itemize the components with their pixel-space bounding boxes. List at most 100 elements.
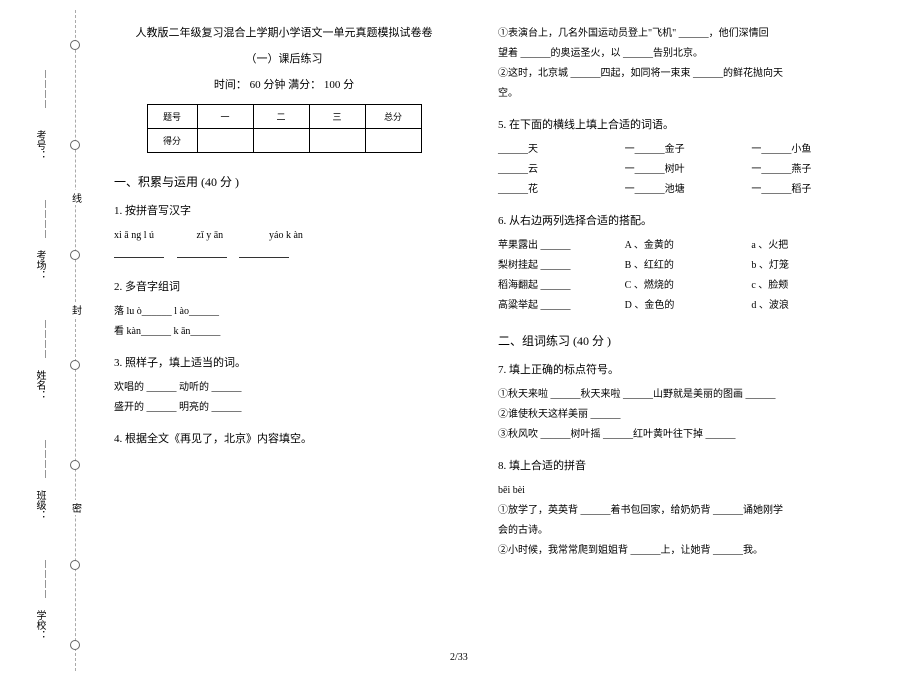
q8-line: ①放学了，英英背 ______着书包回家，给奶奶背 ______诵她刚学	[498, 501, 878, 521]
q5-cell: ______云	[498, 160, 625, 180]
page-number: 2/33	[450, 652, 468, 663]
q1-pinyin-row: xi ā ng l ú zǐ y ān yáo k àn	[114, 226, 454, 246]
pinyin: xi ā ng l ú	[114, 226, 194, 246]
exam-subtitle: （一）课后练习	[114, 50, 454, 66]
table-cell	[365, 129, 421, 153]
q6-title: 6. 从右边两列选择合适的搭配。	[498, 212, 878, 228]
q7-title: 7. 填上正确的标点符号。	[498, 361, 878, 377]
table-cell	[197, 129, 253, 153]
q6-cell: B 、红红的	[625, 256, 752, 276]
q6-row: 梨树挂起 ______ B 、红红的 b 、灯笼	[498, 256, 878, 276]
table-cell	[309, 129, 365, 153]
table-cell: 二	[253, 105, 309, 129]
q4-line: ②这时，北京城 ______四起，如同将一束束 ______的鲜花抛向天	[498, 64, 878, 84]
binding-circle	[70, 560, 80, 570]
q5-cell: ______天	[498, 140, 625, 160]
binding-circle	[70, 250, 80, 260]
q8-title: 8. 填上合适的拼音	[498, 457, 878, 473]
q6-cell: 苹果露出 ______	[498, 236, 625, 256]
q8-line: 会的古诗。	[498, 521, 878, 541]
q7-line: ③秋风吹 ______树叶摇 ______红叶黄叶往下掉 ______	[498, 425, 878, 445]
binding-label-id: 考号：	[32, 130, 47, 160]
q5-row: ______花 一______池塘 一______稻子	[498, 180, 878, 200]
q5-cell: ______花	[498, 180, 625, 200]
q6-cell: 梨树挂起 ______	[498, 256, 625, 276]
q6-cell: d 、波浪	[751, 296, 878, 316]
table-cell: 题号	[147, 105, 197, 129]
q2-title: 2. 多音字组词	[114, 278, 454, 294]
binding-circle	[70, 640, 80, 650]
q8-line: ②小时候，我常常爬到姐姐背 ______上，让她背 ______我。	[498, 541, 878, 561]
q5-row: ______云 一______树叶 一______燕子	[498, 160, 878, 180]
q6-cell: a 、火把	[751, 236, 878, 256]
binding-char: 线	[72, 190, 82, 205]
answer-blank[interactable]	[177, 246, 227, 258]
binding-label-name: 姓名：	[32, 370, 47, 400]
pinyin: yáo k àn	[269, 226, 339, 246]
q6-cell: D 、金色的	[625, 296, 752, 316]
exam-time: 时间： 60 分钟 满分： 100 分	[114, 76, 454, 92]
q5-cell: 一______树叶	[625, 160, 752, 180]
q4-line: 空。	[498, 84, 878, 104]
q5-cell: 一______燕子	[751, 160, 878, 180]
q5-cell: 一______稻子	[751, 180, 878, 200]
q6-cell: 稻海翻起 ______	[498, 276, 625, 296]
binding-label-room: 考场：	[32, 250, 47, 280]
q2-line: 看 kàn______ k ān______	[114, 322, 454, 342]
answer-blank[interactable]	[239, 246, 289, 258]
q6-cell: A 、金黄的	[625, 236, 752, 256]
left-column: 人教版二年级复习混合上学期小学语文一单元真题模拟试卷卷 （一）课后练习 时间： …	[114, 24, 454, 454]
q3-line: 盛开的 ______ 明亮的 ______	[114, 398, 454, 418]
section-b-heading: 二、组词练习 (40 分 )	[498, 332, 878, 349]
table-cell: 一	[197, 105, 253, 129]
binding-strip: 密 封 线 学校： ———— 班级： ———— 姓名： ———— 考场： ———…	[28, 0, 88, 681]
score-table: 题号 一 二 三 总分 得分	[147, 104, 422, 153]
q5-cell: 一______金子	[625, 140, 752, 160]
table-cell	[253, 129, 309, 153]
q5-cell: 一______小鱼	[751, 140, 878, 160]
q7-line: ②谁使秋天这样美丽 ______	[498, 405, 878, 425]
q7-line: ①秋天来啦 ______秋天来啦 ______山野就是美丽的图画 ______	[498, 385, 878, 405]
answer-blank[interactable]	[114, 246, 164, 258]
binding-label-class: 班级：	[32, 490, 47, 520]
binding-dashed-line	[75, 10, 76, 671]
table-row: 得分	[147, 129, 421, 153]
q1-blanks	[114, 246, 454, 266]
q6-cell: 高粱举起 ______	[498, 296, 625, 316]
q6-row: 苹果露出 ______ A 、金黄的 a 、火把	[498, 236, 878, 256]
q4-line: ①表演台上，几名外国运动员登上"飞机" ______，他们深情回	[498, 24, 878, 44]
pinyin: zǐ y ān	[197, 226, 267, 246]
binding-underline: ————	[42, 200, 51, 240]
q1-title: 1. 按拼音写汉字	[114, 202, 454, 218]
binding-label-school: 学校：	[32, 610, 47, 640]
binding-char: 密	[72, 500, 82, 515]
q5-row: ______天 一______金子 一______小鱼	[498, 140, 878, 160]
q6-row: 稻海翻起 ______ C 、燃烧的 c 、脸颊	[498, 276, 878, 296]
q3-line: 欢唱的 ______ 动听的 ______	[114, 378, 454, 398]
right-column: ①表演台上，几名外国运动员登上"飞机" ______，他们深情回 望着 ____…	[498, 24, 878, 561]
table-row: 题号 一 二 三 总分	[147, 105, 421, 129]
section-a-heading: 一、积累与运用 (40 分 )	[114, 173, 454, 190]
binding-circle	[70, 40, 80, 50]
exam-title: 人教版二年级复习混合上学期小学语文一单元真题模拟试卷卷	[114, 24, 454, 40]
binding-circle	[70, 140, 80, 150]
q5-title: 5. 在下面的横线上填上合适的词语。	[498, 116, 878, 132]
q6-cell: C 、燃烧的	[625, 276, 752, 296]
q4-title: 4. 根据全文《再见了，北京》内容填空。	[114, 430, 454, 446]
q5-cell: 一______池塘	[625, 180, 752, 200]
q6-cell: b 、灯笼	[751, 256, 878, 276]
binding-circle	[70, 460, 80, 470]
q6-row: 高粱举起 ______ D 、金色的 d 、波浪	[498, 296, 878, 316]
binding-underline: ————	[42, 560, 51, 600]
table-cell: 总分	[365, 105, 421, 129]
q2-line: 落 lu ò______ l ào______	[114, 302, 454, 322]
binding-underline: ————	[42, 440, 51, 480]
binding-circle	[70, 360, 80, 370]
q4-line: 望着 ______的奥运圣火，以 ______告别北京。	[498, 44, 878, 64]
binding-char: 封	[72, 302, 82, 317]
q8-pinyin: bēi bèi	[498, 481, 878, 501]
binding-underline: ————	[42, 70, 51, 110]
table-cell: 得分	[147, 129, 197, 153]
table-cell: 三	[309, 105, 365, 129]
q6-cell: c 、脸颊	[751, 276, 878, 296]
